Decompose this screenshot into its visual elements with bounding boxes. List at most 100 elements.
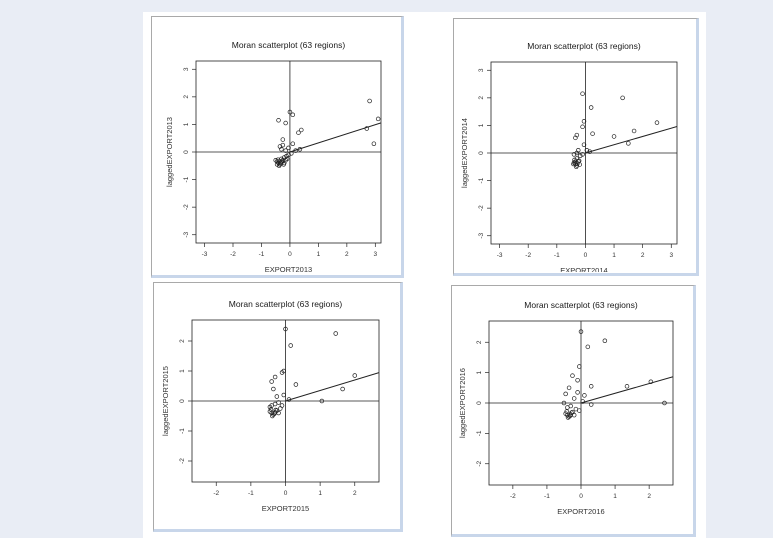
data-point	[574, 132, 580, 138]
data-point	[276, 400, 281, 405]
moran-scatter-svg: Moran scatterplot (63 regions) -3 -2 -1 0 1 2 3…	[165, 40, 382, 274]
y-tick-label: -1	[476, 430, 483, 436]
data-point	[288, 343, 293, 348]
data-point	[576, 147, 581, 153]
data-point	[283, 148, 288, 153]
data-point	[620, 95, 625, 101]
data-point	[283, 326, 288, 332]
x-tick-label: 1	[317, 251, 321, 258]
x-axis-label: EXPORT2016	[557, 507, 604, 516]
y-tick-label: -2	[476, 460, 483, 466]
data-point	[273, 407, 279, 413]
data-point	[624, 384, 630, 389]
y-axis-label: laggedEXPORT2016	[458, 368, 467, 438]
y-tick-label: 1	[476, 370, 483, 374]
data-point	[576, 158, 582, 163]
data-point	[364, 126, 370, 131]
plot-title: Moran scatterplot (63 regions)	[229, 299, 343, 309]
x-tick-label: -2	[510, 493, 516, 500]
moran-fit-line	[585, 126, 678, 154]
y-tick-label: -2	[478, 205, 485, 211]
plot-title: Moran scatterplot (63 regions)	[527, 41, 641, 51]
data-point	[611, 134, 617, 139]
data-point	[279, 403, 285, 408]
data-point	[274, 394, 280, 399]
x-tick-label: 0	[288, 251, 292, 258]
data-point	[276, 410, 281, 416]
x-axis-label: EXPORT2013	[265, 265, 312, 274]
data-point	[286, 145, 291, 151]
data-point	[274, 162, 280, 167]
y-tick-label: -1	[478, 177, 485, 183]
data-point	[631, 128, 637, 134]
data-point	[588, 402, 594, 407]
y-axis-label: laggedEXPORT2015	[161, 366, 170, 436]
data-point	[581, 119, 587, 124]
x-axis-label: EXPORT2014	[560, 266, 607, 272]
data-point	[648, 379, 654, 384]
moran-scatter-svg: Moran scatterplot (63 regions) -2 -1 0 1 2 -2 -…	[161, 299, 380, 513]
x-tick-label: -3	[202, 251, 208, 258]
data-point	[287, 109, 293, 115]
moran-fit-line	[289, 122, 382, 153]
x-tick-label: 0	[584, 252, 588, 259]
y-tick-label: 1	[179, 369, 186, 373]
data-point	[582, 393, 587, 398]
data-point	[367, 98, 372, 104]
data-point	[566, 385, 572, 391]
data-point	[570, 373, 575, 378]
x-tick-label: -1	[544, 493, 550, 500]
data-point	[333, 331, 338, 336]
x-tick-label: 0	[579, 493, 583, 500]
data-point	[281, 155, 287, 160]
data-point	[575, 390, 580, 395]
data-point	[271, 386, 276, 392]
data-point	[577, 364, 582, 369]
data-point	[662, 400, 667, 406]
moran-fit-line	[580, 376, 674, 404]
data-point	[571, 396, 577, 401]
x-tick-label: 0	[284, 490, 288, 497]
data-point	[319, 398, 325, 404]
data-point	[580, 91, 585, 96]
y-tick-label: 2	[478, 96, 485, 100]
moran-fit-line	[285, 372, 380, 402]
y-tick-label: 3	[478, 68, 485, 72]
data-point	[572, 157, 577, 163]
y-tick-label: -3	[478, 232, 485, 238]
data-point	[580, 124, 585, 130]
x-tick-label: -2	[230, 251, 236, 258]
data-point	[588, 384, 594, 389]
data-point	[299, 127, 304, 133]
y-tick-label: 1	[478, 123, 485, 127]
moran-scatter-svg: Moran scatterplot (63 regions) -2 -1 0 1 2 -2 -…	[458, 300, 674, 516]
y-tick-label: -2	[179, 458, 186, 464]
data-point	[293, 148, 298, 153]
data-point	[590, 131, 595, 136]
moran-scatter-svg: Moran scatterplot (63 regions) -3 -2 -1 0 1 2 3…	[460, 41, 678, 272]
data-point	[283, 120, 288, 126]
data-point	[578, 329, 584, 334]
y-tick-label: 0	[478, 151, 485, 155]
data-point	[280, 137, 286, 142]
data-point	[290, 112, 296, 118]
data-point	[273, 158, 278, 163]
data-point	[602, 338, 608, 343]
data-point	[281, 392, 287, 398]
data-point	[281, 368, 287, 374]
data-point	[561, 400, 567, 406]
data-point	[352, 373, 358, 378]
y-tick-label: 0	[179, 399, 186, 403]
data-point	[284, 153, 289, 159]
data-point	[571, 161, 576, 167]
data-point	[269, 379, 274, 384]
data-point	[626, 141, 631, 146]
data-point	[286, 397, 292, 402]
data-point	[340, 386, 345, 392]
data-point	[297, 146, 303, 152]
x-tick-label: 2	[641, 252, 645, 259]
data-point	[584, 147, 590, 153]
data-point	[267, 404, 273, 410]
data-point	[296, 130, 301, 135]
x-tick-label: 3	[669, 252, 673, 259]
